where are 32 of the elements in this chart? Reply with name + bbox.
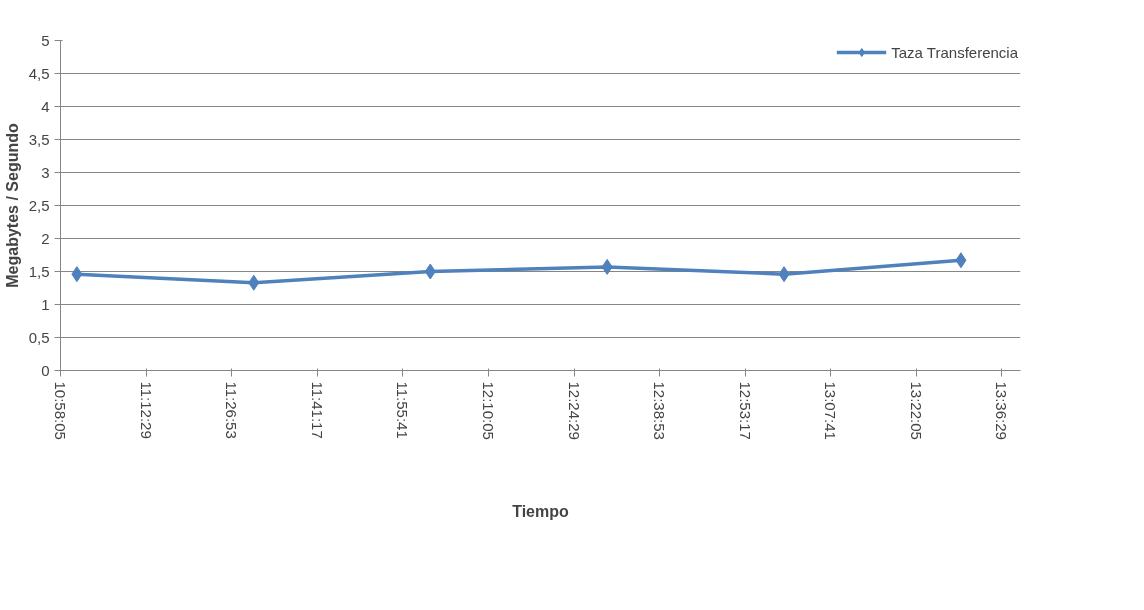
y-tick-label: 0 bbox=[41, 361, 50, 379]
y-tick-label: 2,5 bbox=[28, 196, 50, 214]
point bbox=[248, 274, 260, 291]
y-tick-label: 3 bbox=[41, 163, 50, 181]
point bbox=[955, 252, 967, 269]
x-tick-label: 13:22:05 bbox=[907, 381, 925, 440]
x-tick-label: 10:58:05 bbox=[52, 381, 69, 440]
x-tick-label: 11:41:17 bbox=[308, 381, 326, 439]
x-tick-label: 12:38:53 bbox=[651, 381, 669, 440]
point bbox=[424, 263, 436, 280]
y-tick-label: 0,5 bbox=[28, 328, 50, 346]
legend-label: Taza Transferencia bbox=[891, 43, 1018, 61]
x-tick-label: 13:07:41 bbox=[822, 381, 840, 440]
x-tick-label: 11:26:53 bbox=[223, 381, 241, 439]
x-tick-label: 12:24:29 bbox=[565, 381, 583, 440]
x-axis-title: Tiempo bbox=[512, 502, 570, 520]
x-tick-label: 13:36:29 bbox=[993, 381, 1011, 440]
y-axis-title: Megabytes / Segundo bbox=[3, 123, 21, 288]
y-tick-label: 4 bbox=[41, 97, 50, 115]
y-tick-label: 1,5 bbox=[28, 262, 50, 280]
y-tick-label: 2 bbox=[41, 229, 50, 247]
x-tick-label: 12:53:17 bbox=[736, 381, 754, 440]
x-tick-label: 11:55:41 bbox=[394, 381, 412, 439]
y-tick-label: 1 bbox=[41, 295, 50, 313]
x-tick-label: 12:10:05 bbox=[479, 381, 497, 440]
point bbox=[601, 258, 613, 275]
point bbox=[71, 266, 83, 283]
x-tick-label: 11:12:29 bbox=[137, 381, 155, 439]
y-tick-label: 3,5 bbox=[28, 130, 50, 148]
y-tick-label: 5 bbox=[41, 31, 50, 49]
y-tick-label: 4,5 bbox=[28, 64, 50, 82]
point bbox=[778, 266, 790, 283]
